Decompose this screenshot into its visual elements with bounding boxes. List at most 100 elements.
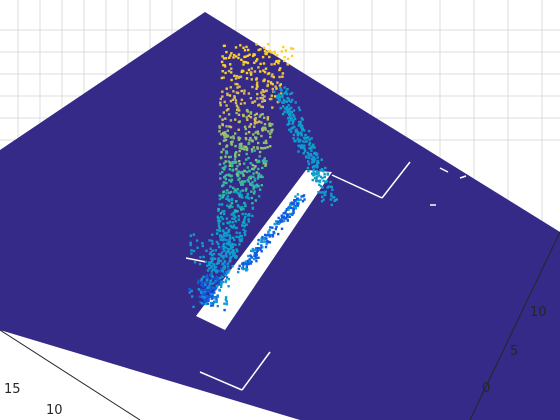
- data-point: [308, 138, 311, 141]
- data-point: [219, 156, 223, 160]
- data-point: [219, 253, 222, 257]
- data-point: [296, 132, 300, 135]
- left-tick-15: 15: [4, 382, 21, 397]
- data-point: [218, 126, 221, 129]
- data-point: [238, 243, 241, 246]
- data-point: [313, 146, 316, 149]
- data-point: [190, 289, 193, 293]
- data-point: [208, 290, 211, 293]
- data-point: [205, 281, 209, 284]
- data-point: [222, 210, 226, 213]
- data-point: [218, 219, 222, 223]
- data-point: [225, 217, 229, 220]
- data-point: [227, 285, 230, 288]
- data-point: [227, 155, 231, 159]
- data-point: [280, 227, 284, 230]
- data-point: [298, 138, 302, 142]
- data-point: [223, 176, 226, 179]
- data-point: [220, 203, 224, 206]
- data-point: [283, 216, 286, 220]
- data-point: [311, 161, 314, 164]
- right-axis-line: [469, 231, 560, 420]
- data-point: [298, 145, 301, 148]
- data-point: [242, 60, 245, 63]
- data-point: [209, 257, 213, 260]
- data-point: [254, 199, 257, 202]
- data-point: [242, 267, 245, 271]
- data-point: [232, 236, 235, 239]
- data-point: [247, 176, 251, 179]
- data-point: [286, 110, 289, 114]
- data-point: [226, 189, 229, 192]
- data-point: [222, 183, 225, 187]
- data-point: [240, 142, 243, 145]
- data-point: [220, 215, 223, 219]
- data-point: [330, 192, 333, 196]
- data-point: [333, 199, 336, 202]
- data-point: [234, 161, 237, 164]
- data-point: [308, 143, 311, 146]
- data-point: [192, 233, 196, 236]
- data-point: [284, 217, 287, 220]
- data-point: [210, 292, 213, 296]
- data-point: [265, 234, 268, 237]
- data-point: [223, 131, 227, 134]
- axes: 15 10 10 5 0: [0, 231, 560, 420]
- data-point: [238, 264, 241, 268]
- data-point: [281, 93, 284, 97]
- data-point: [224, 155, 227, 158]
- data-point: [233, 252, 236, 255]
- data-point: [319, 175, 323, 179]
- data-point: [229, 190, 233, 194]
- data-point: [222, 57, 226, 60]
- data-point: [254, 136, 257, 139]
- data-point: [249, 111, 253, 114]
- data-point: [230, 178, 234, 181]
- data-point: [270, 129, 273, 132]
- data-point: [251, 247, 255, 251]
- data-point: [254, 257, 258, 260]
- data-point: [279, 106, 283, 110]
- data-point: [330, 203, 333, 207]
- data-point: [234, 144, 237, 148]
- data-point: [276, 81, 279, 84]
- data-point: [304, 134, 307, 137]
- data-point: [243, 180, 246, 183]
- data-point: [287, 208, 290, 211]
- data-point: [253, 61, 256, 64]
- data-point: [335, 198, 338, 201]
- data-point: [241, 212, 244, 216]
- data-point: [290, 118, 293, 122]
- data-point: [263, 160, 267, 164]
- data-point: [281, 112, 285, 116]
- data-point: [272, 231, 275, 234]
- right-tick-10: 10: [530, 305, 547, 320]
- data-point: [225, 104, 228, 107]
- data-point: [284, 212, 287, 215]
- data-point: [247, 114, 251, 118]
- data-point: [278, 95, 282, 99]
- data-point: [233, 217, 236, 220]
- data-point: [206, 285, 209, 288]
- data-point: [263, 157, 266, 160]
- data-point: [248, 53, 251, 56]
- data-point: [261, 128, 264, 132]
- data-point: [224, 117, 227, 120]
- data-point: [271, 233, 275, 237]
- data-point: [286, 123, 289, 126]
- data-point: [304, 140, 307, 143]
- data-point: [219, 101, 222, 104]
- data-point: [265, 141, 268, 145]
- data-point: [215, 300, 218, 304]
- data-point: [228, 179, 231, 182]
- data-point: [238, 149, 241, 153]
- data-point: [222, 191, 225, 194]
- data-point: [258, 115, 262, 118]
- data-point: [231, 264, 234, 268]
- data-point: [229, 86, 232, 89]
- data-point: [296, 193, 300, 196]
- data-point: [283, 107, 287, 110]
- data-point: [240, 238, 244, 241]
- data-point: [206, 277, 209, 280]
- data-point: [217, 282, 221, 285]
